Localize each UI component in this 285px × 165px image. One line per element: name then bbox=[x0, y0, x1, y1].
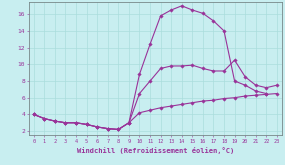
X-axis label: Windchill (Refroidissement éolien,°C): Windchill (Refroidissement éolien,°C) bbox=[77, 147, 234, 154]
